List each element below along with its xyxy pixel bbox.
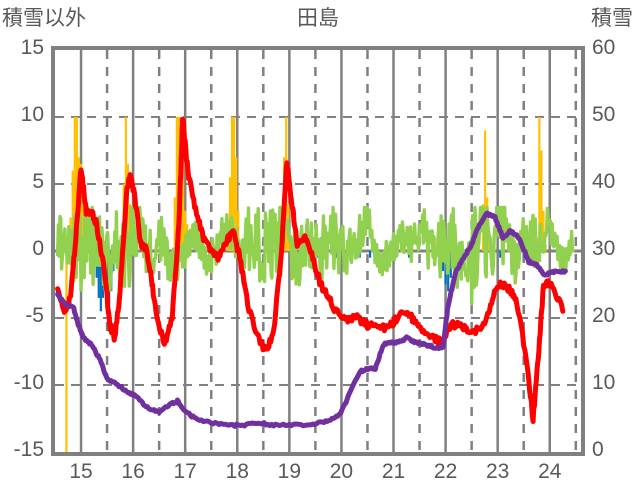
- left-tick-5: 5: [32, 170, 44, 193]
- left-tick-15: 15: [20, 36, 44, 59]
- right-tick-10: 10: [592, 371, 616, 394]
- left-tick--5: -5: [25, 304, 44, 327]
- x-tick-16: 16: [121, 460, 145, 483]
- red-series-line: [55, 116, 566, 424]
- purple-series-line: [55, 210, 568, 429]
- x-tick-18: 18: [225, 460, 249, 483]
- x-tick-23: 23: [485, 460, 510, 483]
- x-tick-24: 24: [538, 460, 562, 483]
- chart-title: 田島: [297, 7, 339, 30]
- left-tick--10: -10: [13, 371, 44, 394]
- x-tick-19: 19: [277, 460, 302, 483]
- left-tick-10: 10: [20, 103, 44, 126]
- right-tick-0: 0: [592, 438, 604, 461]
- left-tick-0: 0: [32, 237, 44, 260]
- x-tick-21: 21: [381, 460, 406, 483]
- plot-area: [51, 46, 585, 456]
- chart-canvas: [55, 50, 581, 452]
- right-tick-20: 20: [592, 304, 616, 327]
- x-tick-15: 15: [69, 460, 93, 483]
- x-tick-20: 20: [329, 460, 354, 483]
- x-tick-22: 22: [433, 460, 458, 483]
- right-axis-title: 積雪: [591, 7, 633, 30]
- right-tick-40: 40: [592, 170, 616, 193]
- left-axis-title: 積雪以外: [2, 7, 86, 30]
- gridlines: [55, 50, 581, 452]
- right-tick-60: 60: [592, 36, 616, 59]
- right-tick-50: 50: [592, 103, 616, 126]
- right-tick-30: 30: [592, 237, 616, 260]
- x-tick-17: 17: [173, 460, 197, 483]
- left-tick--15: -15: [13, 438, 44, 461]
